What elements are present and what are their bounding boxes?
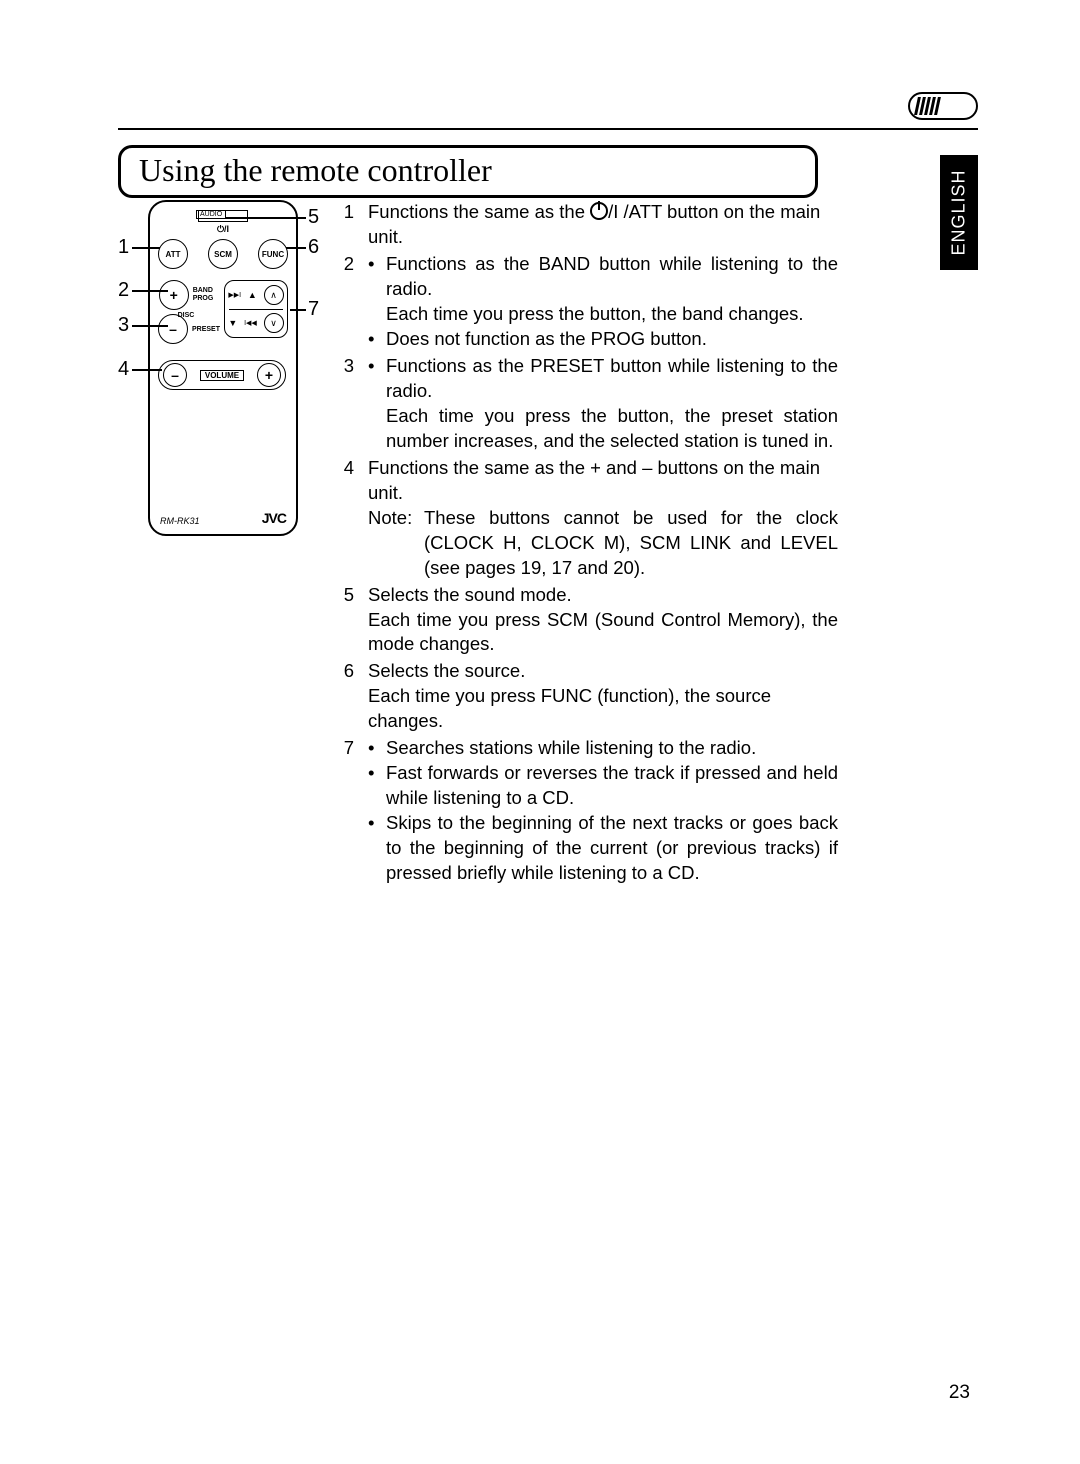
scm-button: SCM — [208, 239, 238, 269]
bullet-icon: • — [368, 327, 378, 352]
desc-body: Selects the sound mode. Each time you pr… — [368, 583, 838, 658]
desc-text: Functions as the PRESET button while lis… — [386, 354, 838, 404]
disc-minus-button: – — [158, 314, 188, 344]
desc-text: Functions the same as the + and – button… — [368, 456, 838, 506]
content-area: AUDIO ⏻/I ATT SCM FUNC + BAND PROG DISC — [118, 200, 838, 888]
power-mark: ⏻/I — [217, 224, 229, 235]
desc-item-7: 7 • Searches stations while listening to… — [336, 736, 838, 886]
desc-text: Fast forwards or reverses the track if p… — [386, 761, 838, 811]
up-arrow-icon: ▲ — [248, 290, 257, 300]
remote-row-1: ATT SCM FUNC — [158, 236, 288, 272]
callout-3: 3 — [118, 314, 129, 337]
desc-body: Selects the source. Each time you press … — [368, 659, 838, 734]
model-number: RM-RK31 — [160, 516, 200, 526]
desc-num: 5 — [336, 583, 354, 658]
desc-body: • Functions as the BAND button while lis… — [368, 252, 838, 352]
arrow-pad: ▶▶I ▲ ∧ ▼ I◀◀ ∨ — [224, 280, 288, 338]
brand-logo: JVC — [262, 510, 286, 526]
preset-label: PRESET — [192, 326, 220, 333]
desc-item-3: 3 • Functions as the PRESET button while… — [336, 354, 838, 454]
callout-line — [132, 325, 168, 327]
remote-row-4: – VOLUME + — [158, 358, 288, 392]
bullet-icon: • — [368, 252, 378, 327]
callout-line — [286, 247, 306, 249]
desc-item-5: 5 Selects the sound mode. Each time you … — [336, 583, 838, 658]
power-icon — [590, 202, 608, 220]
callout-4: 4 — [118, 358, 129, 381]
language-tab: ENGLISH — [940, 155, 978, 270]
disc-plus-button: + — [159, 280, 189, 310]
desc-body: Functions the same as the + and – button… — [368, 456, 838, 581]
bullet-icon: • — [368, 736, 378, 761]
section-title-box: Using the remote controller — [118, 145, 818, 198]
desc-text: /I /ATT — [608, 201, 662, 222]
desc-item-1: 1 Functions the same as the /I /ATT butt… — [336, 200, 838, 250]
desc-text: Skips to the beginning of the next track… — [386, 811, 838, 886]
desc-num: 4 — [336, 456, 354, 581]
description-list: 1 Functions the same as the /I /ATT butt… — [336, 200, 838, 888]
desc-text: Searches stations while listening to the… — [386, 736, 756, 761]
note-text: These buttons cannot be used for the clo… — [424, 506, 838, 581]
callout-2: 2 — [118, 279, 129, 302]
volume-label: VOLUME — [200, 370, 244, 381]
language-tab-text: ENGLISH — [949, 169, 970, 255]
desc-num: 3 — [336, 354, 354, 454]
desc-num: 6 — [336, 659, 354, 734]
att-button: ATT — [158, 239, 188, 269]
desc-text: Each time you press the button, the band… — [386, 302, 838, 327]
desc-body: Functions the same as the /I /ATT button… — [368, 200, 838, 250]
band-prog-label: BAND PROG — [193, 287, 214, 303]
remote-illustration: AUDIO ⏻/I ATT SCM FUNC + BAND PROG DISC — [118, 200, 318, 888]
section-title: Using the remote controller — [139, 152, 492, 188]
desc-text: Each time you press the button, the pres… — [386, 404, 838, 454]
callout-5: 5 — [308, 206, 319, 229]
desc-text: Does not function as the PROG button. — [386, 327, 707, 352]
callout-1: 1 — [118, 236, 129, 259]
callout-line — [226, 217, 306, 219]
up-ring-icon: ∧ — [264, 285, 284, 305]
down-ring-icon: ∨ — [264, 313, 284, 333]
desc-num: 2 — [336, 252, 354, 352]
desc-text: Each time you press FUNC (function), the… — [368, 684, 838, 734]
desc-body: • Searches stations while listening to t… — [368, 736, 838, 886]
callout-line — [132, 247, 160, 249]
bullet-icon: • — [368, 811, 378, 886]
desc-item-2: 2 • Functions as the BAND button while l… — [336, 252, 838, 352]
volume-up-button: + — [257, 363, 281, 387]
desc-num: 7 — [336, 736, 354, 886]
desc-text: Functions the same as the — [368, 201, 590, 222]
down-arrow-icon: ▼ — [228, 318, 237, 328]
note-label: Note: — [368, 506, 416, 581]
remote-body: AUDIO ⏻/I ATT SCM FUNC + BAND PROG DISC — [148, 200, 298, 536]
callout-7: 7 — [308, 298, 319, 321]
volume-pill: – VOLUME + — [158, 360, 286, 390]
callout-line — [132, 290, 168, 292]
bullet-icon: • — [368, 761, 378, 811]
ir-window-icon — [198, 210, 248, 222]
func-button: FUNC — [258, 239, 288, 269]
callout-line — [290, 309, 306, 311]
volume-down-button: – — [163, 363, 187, 387]
header-rule — [118, 128, 978, 130]
next-track-icon: ▶▶I — [228, 291, 241, 299]
desc-body: • Functions as the PRESET button while l… — [368, 354, 838, 454]
bullet-icon: • — [368, 354, 378, 454]
desc-num: 1 — [336, 200, 354, 250]
desc-text: Functions as the BAND button while liste… — [386, 252, 838, 302]
page-number: 23 — [949, 1382, 970, 1404]
desc-text: Selects the sound mode. — [368, 583, 838, 608]
desc-item-6: 6 Selects the source. Each time you pres… — [336, 659, 838, 734]
callout-line — [132, 369, 162, 371]
desc-text: Selects the source. — [368, 659, 838, 684]
remote-row-3: – PRESET — [158, 314, 220, 344]
speaker-grille-icon — [908, 92, 978, 120]
prev-track-icon: I◀◀ — [244, 319, 257, 327]
desc-text: Each time you press SCM (Sound Control M… — [368, 608, 838, 658]
callout-6: 6 — [308, 236, 319, 259]
desc-item-4: 4 Functions the same as the + and – butt… — [336, 456, 838, 581]
model-row: RM-RK31 JVC — [160, 510, 286, 526]
